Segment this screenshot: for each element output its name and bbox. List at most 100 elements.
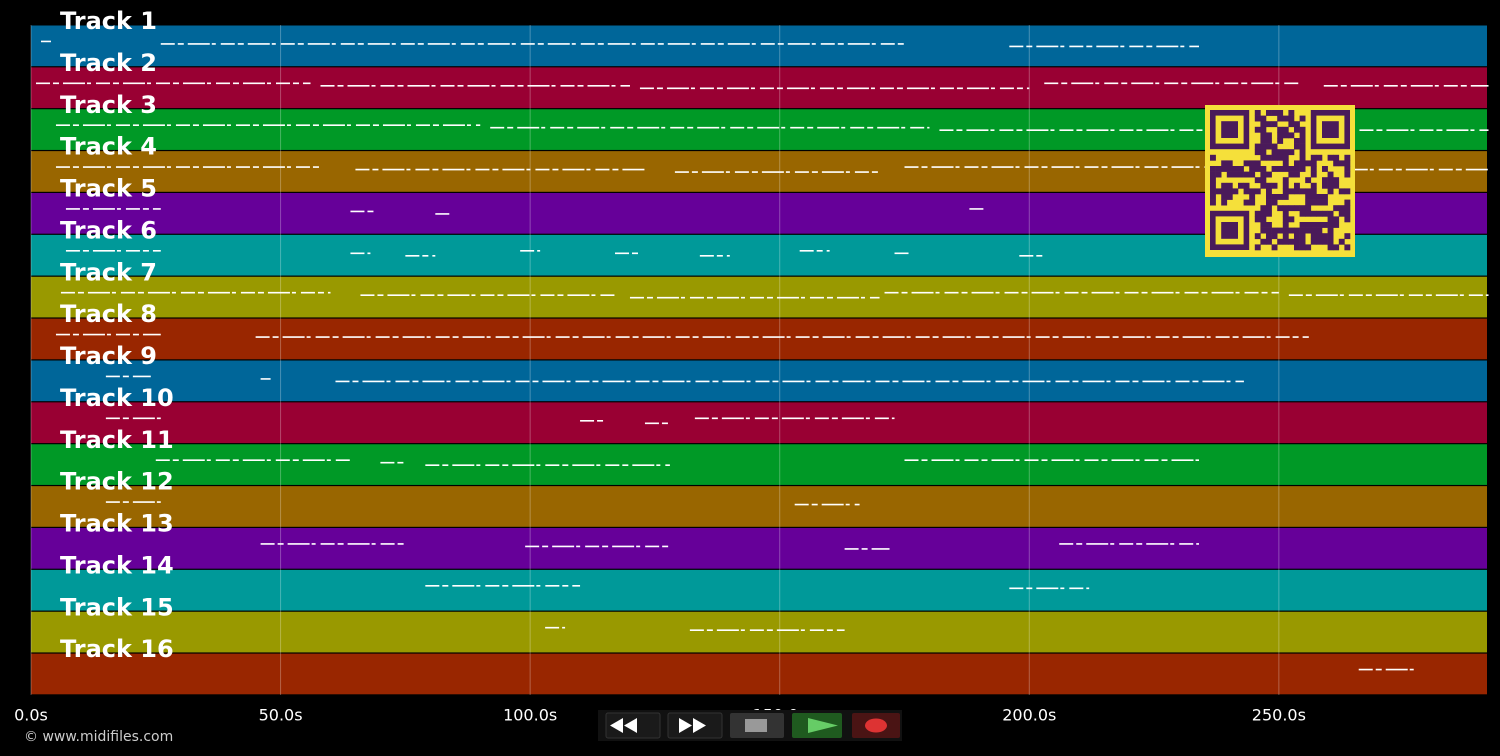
qr-cell [1271,199,1278,206]
qr-cell [1322,222,1328,228]
qr-cell [1277,194,1284,200]
qr-cell [1282,238,1289,245]
qr-cell [1282,216,1289,223]
qr-cell [1210,171,1216,178]
qr-cell [1271,110,1278,116]
qr-cell [1333,160,1340,167]
qr-cell [1327,171,1334,178]
qr-cell [1316,210,1323,217]
qr-cell [1294,126,1300,133]
qr-cell [1271,166,1278,172]
qr-cell [1221,182,1228,189]
qr-cell [1310,166,1317,172]
qr-cell [1266,138,1272,144]
qr-cell [1254,244,1261,251]
qr-cell [1260,143,1267,150]
qr-cell [1221,160,1228,167]
qr-cell [1215,171,1222,178]
track-band [31,486,1487,527]
qr-cell [1333,177,1340,184]
qr-cell [1333,154,1340,161]
track-band [31,444,1487,485]
qr-cell [1221,199,1228,206]
qr-cell [1254,115,1261,122]
qr-cell [1271,143,1278,150]
qr-cell [1254,188,1261,195]
forward-button[interactable] [667,712,723,739]
qr-cell [1294,160,1300,167]
track-label: Track 9 [60,342,157,370]
qr-cell [1333,216,1340,223]
track-label: Track 7 [60,258,157,286]
qr-cell [1299,160,1306,167]
qr-cell [1294,121,1300,128]
qr-cell [1277,138,1284,144]
qr-cell [1249,194,1256,200]
qr-cell [1310,154,1317,161]
qr-cell [1254,160,1261,167]
qr-cell [1299,115,1306,122]
qr-cell [1316,154,1323,161]
qr-cell [1266,222,1272,228]
qr-cell [1266,182,1272,189]
qr-cell [1338,210,1345,217]
qr-cell [1277,132,1284,139]
qr-cell [1288,132,1295,139]
qr-cell [1238,182,1244,189]
qr-cell [1260,166,1267,172]
track-label: Track 4 [60,133,157,161]
qr-cell [1344,244,1351,251]
qr-cell [1294,143,1300,150]
qr-cell [1266,143,1272,150]
qr-cell [1288,238,1295,245]
track-label: Track 6 [60,216,157,244]
qr-cell [1299,222,1306,228]
qr-cell [1310,233,1317,240]
track-label: Track 2 [60,49,157,77]
qr-cell [1249,160,1256,167]
qr-cell [1254,166,1261,172]
qr-cell [1277,149,1284,156]
qr-cell [1322,177,1328,184]
qr-cell [1282,166,1289,172]
qr-cell [1266,194,1272,200]
qr-cell [1266,210,1272,217]
qr-cell [1299,188,1306,195]
track-label: Track 16 [60,635,174,663]
qr-cell [1322,194,1328,200]
qr-cell [1288,166,1295,172]
qr-cell [1232,166,1239,172]
record-button[interactable] [852,713,900,738]
qr-cell [1260,238,1267,245]
qr-cell [1271,227,1278,234]
qr-cell [1260,126,1267,133]
qr-cell [1310,238,1317,245]
qr-cell [1277,154,1284,161]
qr-cell [1288,121,1295,128]
qr-cell [1232,188,1239,195]
qr-cell [1266,227,1272,234]
qr-cell [1327,227,1334,234]
play-button[interactable] [792,713,842,738]
x-tick-label: 0.0s [14,706,48,725]
stop-button[interactable] [730,713,784,738]
qr-cell [1266,154,1272,161]
qr-cell [1260,149,1267,156]
x-tick-label: 250.0s [1252,706,1306,725]
qr-cell [1344,154,1351,161]
qr-cell [1316,238,1323,245]
qr-cell [1327,188,1334,195]
qr-cell [1305,177,1312,184]
qr-cell [1294,227,1300,234]
rewind-button[interactable] [605,712,661,739]
qr-finder [1322,121,1339,138]
track-label: Track 13 [60,510,174,538]
qr-cell [1271,154,1278,161]
qr-cell [1322,199,1328,206]
qr-cell [1254,143,1261,150]
qr-cell [1344,233,1351,240]
qr-cell [1266,233,1272,240]
qr-cell [1277,115,1284,122]
qr-cell [1243,199,1250,206]
